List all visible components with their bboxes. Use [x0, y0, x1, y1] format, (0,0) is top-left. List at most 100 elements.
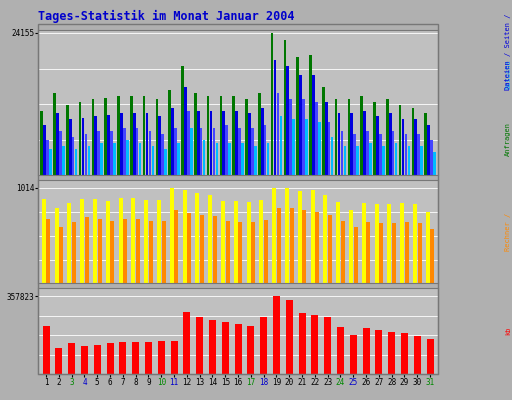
Bar — [379, 223, 383, 284]
Bar — [131, 198, 135, 284]
Bar — [400, 203, 404, 284]
Bar — [298, 313, 306, 374]
Bar — [46, 219, 50, 284]
Text: Anfragen: Anfragen — [505, 122, 511, 156]
Bar — [72, 137, 75, 175]
Bar — [361, 203, 366, 284]
Bar — [376, 116, 379, 175]
Bar — [363, 110, 366, 175]
Bar — [302, 99, 305, 175]
Bar — [404, 222, 409, 284]
Bar — [46, 140, 49, 175]
Bar — [130, 96, 133, 175]
Bar — [417, 134, 420, 175]
Bar — [424, 114, 427, 175]
Bar — [55, 348, 62, 374]
Bar — [305, 119, 308, 175]
Bar — [203, 140, 205, 175]
Bar — [315, 212, 319, 284]
Bar — [157, 200, 161, 284]
Bar — [286, 300, 293, 374]
Bar — [139, 143, 141, 175]
Bar — [220, 96, 222, 175]
Bar — [84, 134, 87, 175]
Bar — [315, 102, 317, 175]
Bar — [113, 143, 116, 175]
Bar — [53, 93, 56, 175]
Bar — [68, 344, 75, 374]
Bar — [190, 128, 193, 175]
Bar — [174, 128, 177, 175]
Bar — [284, 40, 286, 175]
Bar — [328, 122, 330, 175]
Bar — [379, 134, 381, 175]
Bar — [273, 60, 276, 175]
Bar — [56, 114, 59, 175]
Bar — [158, 341, 165, 374]
Bar — [181, 66, 184, 175]
Bar — [94, 344, 101, 374]
Bar — [337, 327, 344, 374]
Bar — [105, 202, 110, 284]
Bar — [174, 210, 178, 284]
Bar — [194, 93, 197, 175]
Bar — [401, 119, 404, 175]
Bar — [119, 342, 126, 374]
Bar — [328, 215, 332, 284]
Bar — [374, 204, 378, 284]
Bar — [97, 219, 101, 284]
Bar — [310, 190, 314, 284]
Bar — [171, 108, 174, 175]
Bar — [258, 93, 261, 175]
Bar — [80, 198, 84, 284]
Bar — [302, 210, 306, 284]
Bar — [187, 110, 189, 175]
Bar — [145, 114, 148, 175]
Bar — [280, 116, 282, 175]
Bar — [259, 200, 263, 284]
Bar — [366, 131, 369, 175]
Bar — [312, 75, 315, 175]
Bar — [389, 114, 392, 175]
Bar — [182, 190, 186, 284]
Bar — [338, 114, 340, 175]
Bar — [234, 324, 242, 374]
Bar — [430, 140, 433, 175]
Bar — [325, 102, 328, 175]
Bar — [126, 140, 129, 175]
Text: Rechner /: Rechner / — [505, 213, 511, 251]
Bar — [392, 131, 394, 175]
Bar — [425, 212, 430, 284]
Bar — [362, 328, 370, 374]
Bar — [62, 146, 65, 175]
Bar — [75, 149, 77, 175]
Bar — [267, 143, 269, 175]
Bar — [360, 96, 363, 175]
Bar — [66, 105, 69, 175]
Bar — [245, 99, 248, 175]
Bar — [212, 128, 215, 175]
Bar — [264, 125, 266, 175]
Bar — [386, 99, 389, 175]
Bar — [292, 119, 295, 175]
Bar — [246, 202, 250, 284]
Bar — [285, 188, 289, 284]
Bar — [145, 342, 152, 374]
Bar — [271, 33, 273, 175]
Bar — [349, 210, 353, 284]
Bar — [348, 99, 350, 175]
Bar — [170, 341, 178, 374]
Bar — [159, 116, 161, 175]
Bar — [156, 99, 158, 175]
Bar — [79, 102, 81, 175]
Bar — [399, 105, 401, 175]
Bar — [336, 202, 340, 284]
Text: Tages-Statistik im Monat Januar 2004: Tages-Statistik im Monat Januar 2004 — [38, 10, 295, 23]
Bar — [200, 215, 204, 284]
Bar — [331, 137, 333, 175]
Bar — [241, 143, 244, 175]
Bar — [81, 118, 84, 175]
Bar — [324, 195, 328, 284]
Bar — [94, 116, 97, 175]
Bar — [225, 221, 229, 284]
